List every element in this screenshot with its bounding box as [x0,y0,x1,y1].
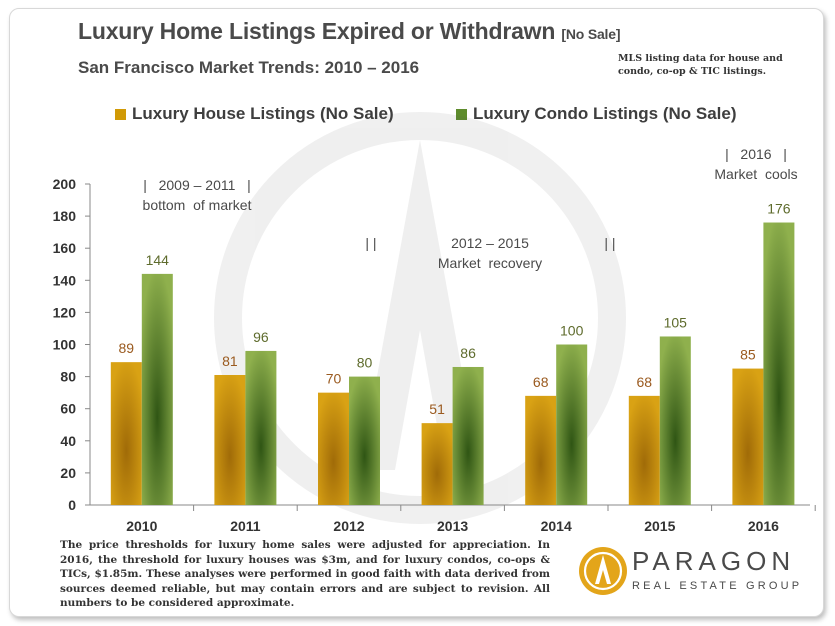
bar-house [628,395,660,505]
watermark-ring [214,112,626,524]
legend-label-house: Luxury House Listings (No Sale) [132,104,394,123]
legend-swatch-house [115,108,126,120]
bar-house [421,423,453,505]
chart-title-suffix: [No Sale] [561,26,621,42]
data-label-condo: 176 [767,201,791,217]
footer-note: The price thresholds for luxury home sal… [60,539,550,609]
y-ticks: 0 20 40 60 80 100 120 140 160 180 200 [53,176,90,513]
y-tick-label: 40 [60,433,76,449]
watermark [214,112,626,524]
paragon-logo: PARAGON REAL ESTATE GROUP [574,540,804,606]
data-label-house: 51 [429,401,445,417]
y-tick-label: 180 [53,208,77,224]
chart-subtitle: San Francisco Market Trends: 2010 – 2016 [78,58,420,77]
y-tick-label: 120 [53,304,77,320]
annotation-line2: Market cools [714,166,797,182]
x-tick-label: 2011 [230,518,261,534]
data-label-house: 70 [326,371,342,387]
data-label-condo: 96 [253,329,269,345]
legend-label-condo: Luxury Condo Listings (No Sale) [473,104,737,123]
logo-name: PARAGON [632,546,796,576]
y-tick-label: 160 [53,240,77,256]
data-label-condo: 100 [560,323,584,339]
data-label-condo: 144 [146,252,170,268]
bar-house [318,392,349,505]
source-note: MLS listing data for house and condo, co… [618,53,783,77]
annotation-line1: | 2009 – 2011 | [143,177,250,193]
bars: 89 144 81 96 70 80 51 86 68 100 68 105 85 176 [110,201,795,505]
bar-condo [556,344,588,505]
watermark-a-icon [360,140,480,470]
x-ticks: 2010 2011 2012 2013 2014 2015 2016 [126,505,816,534]
data-label-condo: 105 [664,314,688,330]
x-tick-label: 2015 [644,518,675,534]
x-tick-label: 2012 [333,518,364,534]
y-tick-label: 0 [68,497,76,513]
bar-house [214,374,246,505]
y-tick-label: 60 [60,401,76,417]
bar-condo [141,273,173,505]
y-tick-label: 140 [53,272,77,288]
bar-house [110,362,142,505]
chart-title: Luxury Home Listings Expired or Withdraw… [78,18,621,45]
x-tick-label: 2014 [541,518,572,534]
annotation-line1: | 2016 | [725,146,787,162]
bar-condo [349,376,380,505]
bar-house [732,368,764,505]
bar-condo [763,222,795,505]
x-tick-label: 2010 [126,518,157,534]
annotation-line2: bottom of market [143,197,252,213]
annotation-line1: | | [365,235,376,251]
data-label-house: 85 [740,347,756,363]
x-tick-label: 2013 [437,518,468,534]
y-tick-label: 20 [60,465,76,481]
data-label-house: 81 [222,353,238,369]
bar-condo [452,366,484,505]
annotation-line1: 2012 – 2015 [451,235,529,251]
bar-house [525,395,557,505]
bar-condo [659,336,691,505]
paragon-logo-icon [579,547,627,595]
data-label-house: 89 [119,340,135,356]
data-label-house: 68 [637,374,653,390]
annotation-line1: | | [604,235,615,251]
bar-condo [245,350,277,505]
data-label-condo: 80 [357,355,373,371]
logo-tagline: REAL ESTATE GROUP [632,580,803,592]
data-label-condo: 86 [460,345,476,361]
y-tick-label: 200 [53,176,77,192]
legend-item-house: Luxury House Listings (No Sale) [115,104,394,124]
y-tick-label: 80 [60,369,76,385]
data-label-house: 68 [533,374,549,390]
x-tick-label: 2016 [748,518,779,534]
y-tick-label: 100 [53,337,77,353]
chart-title-main: Luxury Home Listings Expired or Withdraw… [78,18,556,44]
legend-swatch-condo [456,108,467,120]
annotation-line2: Market recovery [438,255,542,271]
legend-item-condo: Luxury Condo Listings (No Sale) [456,104,737,124]
annotations: | 2009 – 2011 | bottom of market | | 2012 –… [143,146,798,271]
